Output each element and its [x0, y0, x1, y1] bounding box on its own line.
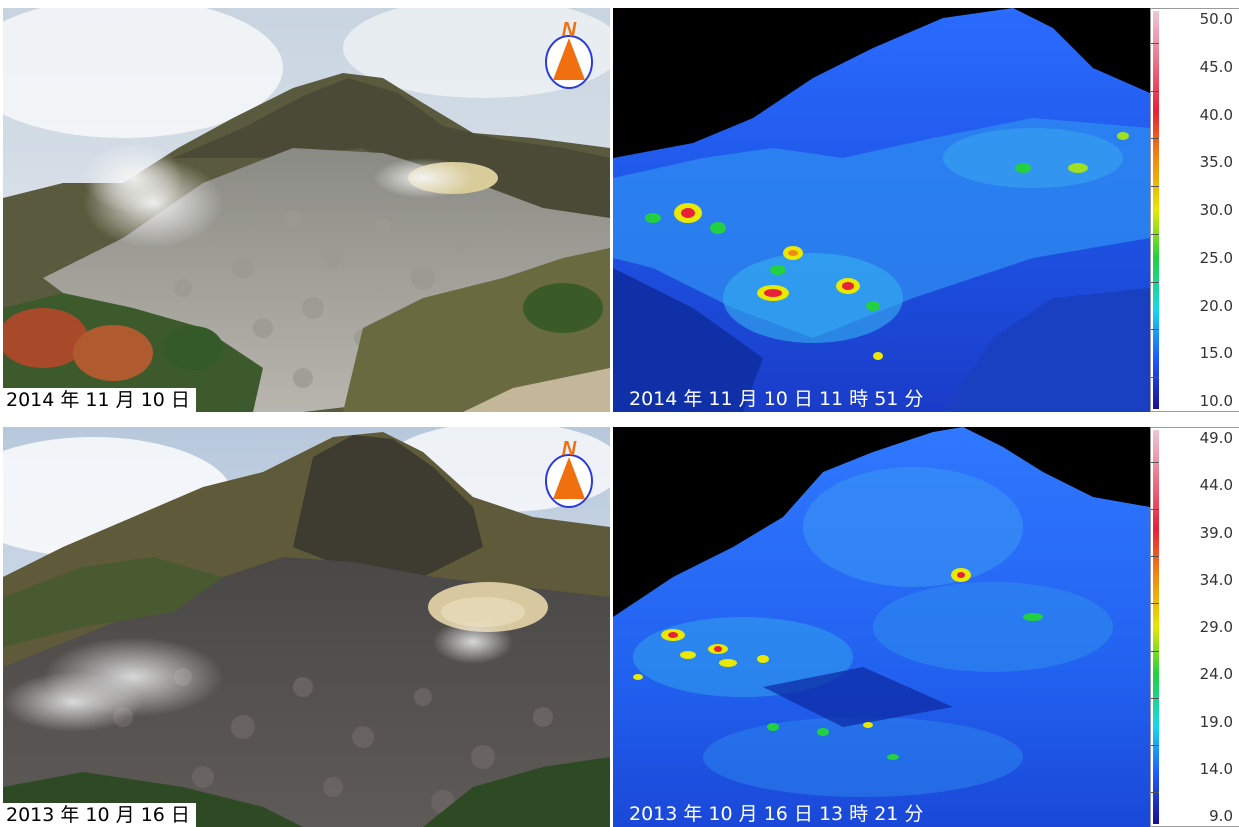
scale-label: 35.0 — [1199, 153, 1233, 172]
scale-tick — [1151, 461, 1159, 463]
thermal-map-2013 — [613, 427, 1150, 827]
scale-label: 20.0 — [1199, 296, 1233, 315]
thermal-date-caption: 2013 年 10 月 16 日 13 時 21 分 — [629, 803, 924, 825]
scale-tick — [1151, 697, 1159, 699]
north-arrow-icon: N — [545, 438, 593, 508]
thermal-map-2014 — [613, 8, 1150, 412]
photo-date-caption: 2014 年 11 月 10 日 — [3, 388, 196, 412]
scale-tick — [1151, 42, 1159, 44]
scale-label: 30.0 — [1199, 201, 1233, 219]
compass-letter: N — [562, 19, 577, 41]
scale-tick — [1151, 90, 1159, 92]
scale-tick — [1151, 138, 1159, 140]
scale-tick — [1151, 329, 1159, 331]
scale-tick — [1151, 792, 1159, 794]
color-bar — [1153, 11, 1159, 409]
scale-tick — [1151, 508, 1159, 510]
scale-tick — [1151, 281, 1159, 283]
scale-label: 45.0 — [1199, 57, 1233, 76]
scale-tick — [1151, 377, 1159, 379]
north-arrow-icon: N — [545, 19, 593, 89]
scale-tick — [1151, 603, 1159, 605]
photo-2014: N 2014 年 11 月 10 日 — [3, 8, 610, 412]
scale-label: 25.0 — [1199, 248, 1233, 267]
scale-label: 29.0 — [1199, 618, 1233, 636]
thermal-image-2013: 2013 年 10 月 16 日 13 時 21 分 — [613, 427, 1150, 827]
scale-tick — [1151, 556, 1159, 558]
scale-label: 34.0 — [1199, 570, 1233, 589]
volcano-photo-2013 — [3, 427, 610, 827]
scale-tick — [1151, 745, 1159, 747]
scale-label: 9.0 — [1209, 807, 1233, 825]
volcano-photo-2014 — [3, 8, 610, 412]
thermal-date-caption: 2014 年 11 月 10 日 11 時 51 分 — [629, 388, 924, 410]
scale-label: 14.0 — [1199, 759, 1233, 778]
photo-date-caption: 2013 年 10 月 16 日 — [3, 803, 196, 827]
scale-label: 24.0 — [1199, 665, 1233, 684]
scale-label: 39.0 — [1199, 523, 1233, 542]
scale-tick — [1151, 650, 1159, 652]
scale-label: 10.0 — [1199, 392, 1233, 410]
scale-label: 40.0 — [1199, 105, 1233, 124]
scale-label: 49.0 — [1199, 429, 1233, 447]
temperature-scale-2013: 49.0 44.0 39.0 34.0 29.0 24.0 19.0 14.0 9.0 — [1150, 427, 1239, 827]
temperature-scale-2014: 50.0 45.0 40.0 35.0 30.0 25.0 20.0 15.0 10.0 — [1150, 8, 1239, 412]
scale-label: 44.0 — [1199, 476, 1233, 495]
scale-label: 19.0 — [1199, 712, 1233, 731]
scale-label: 15.0 — [1199, 344, 1233, 363]
compass-letter: N — [562, 438, 577, 460]
scale-tick — [1151, 186, 1159, 188]
thermal-image-2014: 2014 年 11 月 10 日 11 時 51 分 — [613, 8, 1150, 412]
photo-2013: N 2013 年 10 月 16 日 — [3, 427, 610, 827]
scale-label: 50.0 — [1199, 10, 1233, 28]
scale-tick — [1151, 233, 1159, 235]
color-bar — [1153, 430, 1159, 824]
